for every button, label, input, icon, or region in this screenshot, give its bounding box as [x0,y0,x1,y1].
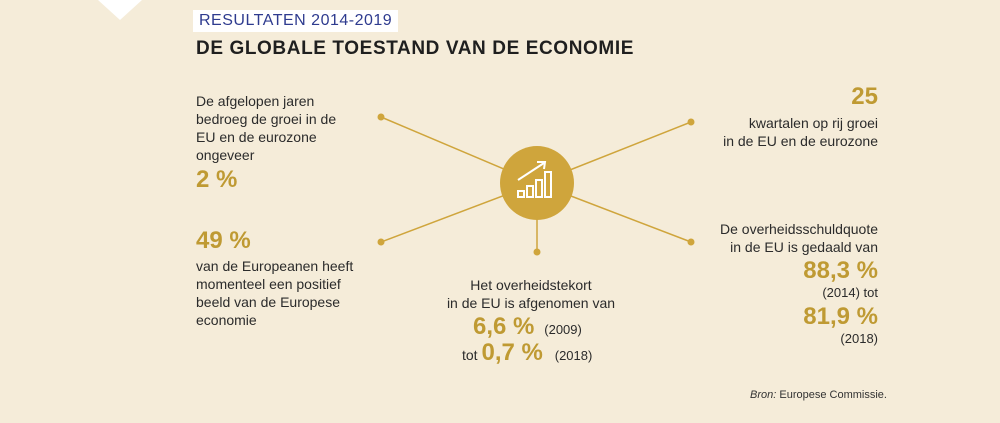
opinion-text-line: beeld van de Europese [196,294,340,310]
deficit-block: Het overheidstekort in de EU is afgenome… [437,276,637,366]
deficit-value-from: 6,6 % [473,313,535,340]
debt-value-from: 88,3 % [803,257,878,284]
source-note: Bron: Europese Commissie. [750,389,887,401]
connector-dot [533,248,541,256]
quarters-text-line: kwartalen op rij groei [748,115,878,131]
growth-text-line: bedroeg de groei in de [196,111,337,127]
deficit-text-line: in de EU is afgenomen van [446,295,616,311]
growth-value: 2 % [196,166,238,193]
deficit-to-row: tot 0,7 % (2018) [437,340,637,366]
page-title: DE GLOBALE TOESTAND VAN DE ECONOMIE [196,38,634,59]
debt-block: De overheidsschuldquote in de EU is geda… [700,220,878,348]
corner-notch [98,0,142,20]
deficit-year-from: (2009) [544,322,582,337]
connector-dot [687,238,695,246]
quarters-text-line: in de EU en de eurozone [723,133,878,149]
quarters-value: 25 [851,83,878,110]
growth-text-line: De afgelopen jaren [196,93,315,109]
connector-dot [377,113,385,121]
connector-dot [687,118,695,126]
deficit-text-line: Het overheidstekort [470,277,592,293]
connector-dot [377,238,385,246]
center-hub [500,146,574,220]
debt-year-to: (2018) [840,331,878,346]
growth-chart-icon [517,161,552,198]
quarters-block: 25 kwartalen op rij groei in de EU en de… [706,84,878,150]
debt-year-from: (2014) tot [822,285,878,300]
opinion-text-line: momenteel een positief [196,276,341,292]
debt-value-to: 81,9 % [803,303,878,330]
debt-text-line: De overheidsschuldquote [720,221,878,237]
deficit-value-to: 0,7 % [481,339,543,366]
deficit-from-row: 6,6 % (2009) [437,314,637,340]
deficit-tot-label: tot [462,347,478,363]
deficit-year-to: (2018) [554,348,593,363]
growth-block: De afgelopen jaren bedroeg de groei in d… [196,92,376,193]
section-kicker: RESULTATEN 2014-2019 [193,10,399,32]
source-text: Europese Commissie. [779,389,887,401]
growth-text-line: EU en de eurozone [196,129,317,145]
opinion-value: 49 % [196,227,251,254]
growth-text-line: ongeveer [196,147,255,163]
opinion-text-line: economie [196,312,257,328]
opinion-block: 49 % van de Europeanen heeft momenteel e… [196,228,386,329]
debt-text-line: in de EU is gedaald van [730,239,878,255]
source-label: Bron: [750,389,777,401]
opinion-text-line: van de Europeanen heeft [196,258,354,274]
